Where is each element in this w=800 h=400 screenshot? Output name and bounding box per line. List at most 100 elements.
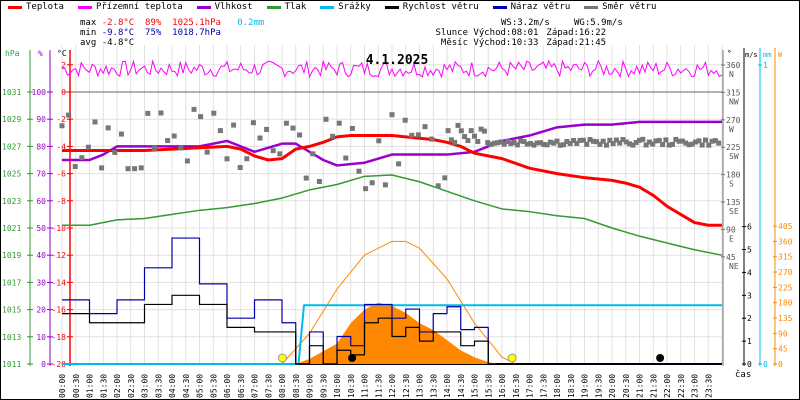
wind-direction-point: [561, 142, 567, 148]
wind-direction-point: [679, 138, 685, 144]
wind-direction-point: [442, 175, 448, 181]
wind-direction-point: [211, 110, 217, 116]
x-tick-label: 16:30: [512, 374, 521, 398]
wind-direction-point: [524, 141, 530, 147]
wind-direction-point: [577, 137, 583, 143]
wind-direction-point: [660, 142, 666, 148]
wind-direction-point: [478, 126, 484, 132]
wind-direction-point: [429, 136, 435, 142]
wind-unit: m/s: [745, 51, 758, 59]
solar-tick-label: 135: [778, 314, 793, 323]
wind-direction-point: [99, 165, 105, 171]
moonset-marker: [656, 354, 665, 362]
wind-direction-point: [336, 120, 342, 126]
wind-direction-point: [564, 138, 570, 144]
max-rain: 0.2mm: [237, 18, 265, 28]
legend-item: Směr větru: [584, 2, 656, 12]
wind-direction-point: [217, 128, 223, 134]
sunset-marker: [507, 353, 517, 363]
x-tick-label: 12:00: [388, 374, 397, 398]
legend-label: Srážky: [338, 2, 371, 12]
wind-direction-point: [171, 133, 177, 139]
wind-direction-point: [158, 110, 164, 116]
wind-direction-point: [511, 139, 517, 145]
x-tick-label: 23:00: [691, 374, 700, 398]
wind-direction-point: [670, 141, 675, 147]
wind-direction-point: [458, 128, 464, 134]
humidity-tick-label: 30: [36, 278, 46, 287]
pressure-tick-label: 1021: [2, 224, 21, 233]
legend-label: Směr větru: [602, 2, 657, 12]
wind-direction-point: [290, 125, 296, 131]
pressure-tick-label: 1011: [2, 360, 21, 369]
wind-direction-point: [584, 141, 590, 147]
temperature-line: [62, 134, 722, 227]
direction-tick-compass: N: [729, 70, 734, 79]
min-temp: -9.8°C: [101, 28, 135, 38]
wind-direction-point: [409, 132, 415, 138]
direction-tick-label: 90: [726, 225, 736, 234]
wind-direction-point: [709, 138, 715, 144]
legend-swatch: [384, 5, 399, 9]
humidity-unit: %: [38, 49, 43, 58]
wind-direction-point: [178, 145, 184, 151]
pressure-tick-label: 1031: [2, 88, 21, 97]
direction-tick-label: 135: [726, 198, 741, 207]
wind-tick-label: 1: [747, 337, 752, 346]
humidity-tick-label: 100: [32, 88, 47, 97]
legend-label: Tlak: [284, 2, 307, 12]
humidity-line: [62, 120, 722, 167]
wind-direction-point: [92, 119, 98, 125]
rain-tick-label: 1: [763, 61, 768, 70]
temperature-tick-label: -18: [52, 333, 67, 342]
wind-direction-point: [600, 138, 606, 144]
wind-direction-point: [204, 149, 210, 155]
rain-unit: mm: [763, 51, 771, 59]
wind-direction-point: [244, 156, 250, 162]
moonrise-time: Východ:10:33: [473, 38, 539, 48]
temperature-tick-label: -12: [52, 251, 67, 260]
wind-direction-point: [538, 140, 543, 146]
rain-line: [62, 304, 722, 365]
wind-direction-point: [145, 110, 151, 116]
wind-direction-point: [316, 178, 322, 184]
wind-direction-point: [703, 137, 708, 143]
wind-direction-point: [415, 132, 421, 138]
direction-tick-label: 360: [726, 61, 741, 70]
solar-tick-label: 360: [778, 237, 793, 246]
wind-direction-point: [686, 142, 692, 148]
wind-direction-point: [396, 161, 402, 167]
wind-direction-point: [712, 138, 718, 144]
humidity-tick-label: 70: [36, 170, 46, 179]
wind-direction-point: [646, 139, 652, 145]
wind-tick-label: 0: [747, 360, 752, 369]
direction-tick-label: 225: [726, 143, 741, 152]
solar-tick-label: 45: [778, 345, 788, 354]
wind-direction-point: [650, 141, 656, 147]
wind-tick-label: 4: [747, 268, 752, 277]
x-tick-label: 21:30: [649, 374, 658, 398]
legend-item: Teplota: [8, 2, 64, 12]
max-label: max: [80, 18, 97, 28]
wind-direction-point: [445, 128, 451, 134]
avg-label: avg: [80, 38, 97, 48]
wind-direction-point: [683, 140, 689, 146]
wind-direction-point: [663, 137, 669, 143]
pressure-tick-label: 1027: [2, 142, 21, 151]
wind-direction-point: [630, 142, 636, 148]
humidity-tick-label: 80: [36, 142, 46, 151]
wind-direction-point: [452, 139, 458, 145]
wind-direction-point: [521, 139, 527, 145]
wind-direction-point: [184, 158, 190, 164]
wind-direction-point: [633, 139, 639, 145]
legend-item: Vlhkost: [196, 2, 253, 12]
wind-direction-point: [382, 182, 388, 188]
stats-wind-sun-moon: WS:3.2m/s WG:5.9m/s Slunce Východ:08:01 Zá…: [434, 18, 622, 48]
wind-direction-point: [343, 155, 349, 161]
x-tick-label: 23:30: [704, 374, 713, 398]
wind-direction-point: [491, 140, 497, 146]
wind-direction-point: [303, 175, 309, 181]
wind-direction-point: [85, 144, 91, 150]
temperature-tick-label: 2: [61, 61, 66, 70]
